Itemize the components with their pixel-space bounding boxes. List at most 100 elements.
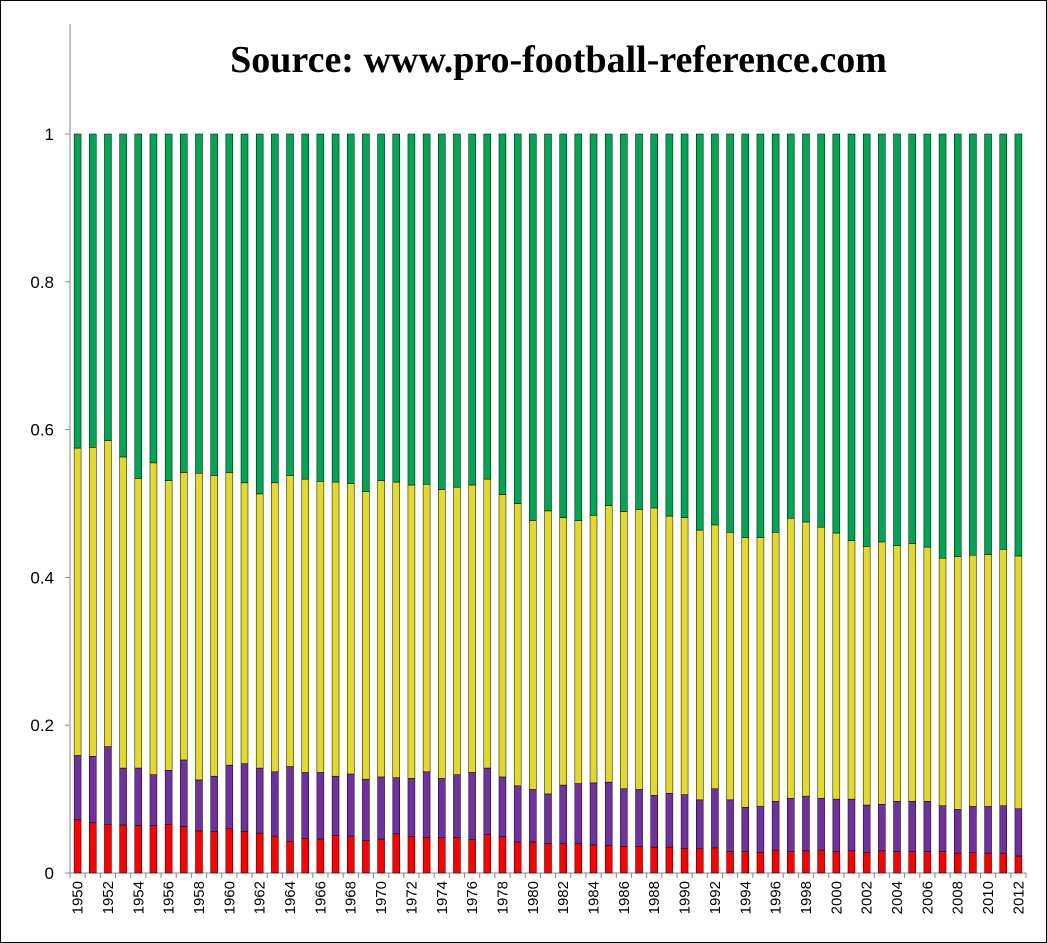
bar-segment-1957-s3 [180, 133, 188, 473]
bar-segment-1972-s3 [407, 133, 416, 486]
bars [73, 133, 1023, 874]
bar-segment-1961-s0 [240, 831, 249, 874]
x-tick-label: 1970 [373, 881, 390, 914]
bar-segment-1951-s1 [89, 755, 97, 823]
bar-segment-1967-s3 [331, 133, 340, 483]
bar-segment-1984-s2 [589, 515, 598, 784]
bar-segment-1957-s2 [180, 472, 188, 761]
x-tick-label: 1966 [312, 881, 329, 914]
bar-segment-1978-s3 [498, 133, 507, 495]
bar-segment-1981-s2 [544, 510, 552, 795]
bar-segment-1966-s0 [316, 838, 325, 874]
y-tick-label: 0.2 [30, 716, 54, 735]
bar-segment-1981-s0 [544, 843, 552, 874]
bar-segment-1970-s1 [377, 776, 385, 840]
bar-segment-1959-s1 [210, 775, 218, 832]
bar-segment-2004-s2 [893, 545, 901, 802]
bar-segment-1994-s1 [741, 806, 750, 852]
bar-segment-1988-s1 [650, 795, 658, 848]
x-tick-label: 1950 [70, 881, 87, 914]
bar-segment-1969-s0 [362, 840, 370, 874]
bar-segment-2005-s0 [908, 851, 916, 874]
bar-segment-1990-s2 [680, 517, 689, 795]
bar-segment-2012-s0 [1014, 855, 1023, 874]
bar-segment-2007-s3 [938, 133, 947, 559]
bar-segment-1997-s1 [787, 798, 795, 852]
x-tick-label: 1986 [616, 881, 633, 914]
bar-segment-1986-s1 [620, 788, 628, 847]
bar-segment-1964-s1 [286, 766, 294, 842]
bar-segment-1984-s0 [589, 844, 598, 874]
bar-segment-1962-s1 [255, 767, 264, 834]
bar-segment-2002-s2 [862, 546, 871, 806]
bar-segment-1995-s2 [756, 537, 765, 807]
x-tick-label: 1996 [768, 881, 785, 914]
y-tick-label: 0 [45, 864, 54, 883]
bar-segment-1959-s3 [210, 133, 218, 476]
bar-segment-1983-s1 [574, 783, 583, 844]
bar-segment-2006-s1 [923, 801, 932, 852]
bar-segment-2009-s3 [969, 133, 977, 556]
bar-segment-2004-s0 [893, 851, 901, 874]
bar-segment-2006-s3 [923, 133, 932, 548]
bar-segment-1981-s3 [544, 133, 552, 512]
bar-segment-1985-s2 [604, 505, 613, 783]
bar-segment-1951-s3 [89, 133, 97, 448]
bar-segment-1956-s1 [164, 770, 173, 825]
bar-segment-2012-s1 [1014, 808, 1023, 857]
bar-segment-1978-s2 [498, 494, 507, 778]
bar-segment-1989-s1 [665, 792, 674, 848]
bar-segment-2007-s2 [938, 557, 947, 807]
bar-segment-1980-s0 [529, 841, 537, 874]
bar-segment-1995-s1 [756, 806, 765, 853]
bar-segment-1953-s0 [119, 824, 127, 874]
y-tick-label: 0.6 [30, 421, 54, 440]
bar-segment-1975-s2 [453, 486, 461, 775]
bar-segment-1977-s1 [483, 767, 492, 835]
bar-segment-1976-s2 [468, 484, 476, 773]
x-tick-labels: 1950 1952 1954 1956 1958 1960 1962 1964 1966 1968… [70, 881, 1028, 914]
bar-segment-1976-s1 [468, 772, 476, 840]
bar-segment-1992-s0 [711, 847, 719, 874]
bar-segment-1953-s3 [119, 133, 127, 458]
bar-segment-1993-s0 [726, 851, 734, 874]
bar-segment-2001-s3 [847, 133, 856, 541]
bar-segment-1993-s2 [726, 532, 734, 801]
bar-segment-1957-s1 [180, 759, 188, 827]
bar-segment-2002-s1 [862, 804, 871, 853]
bar-segment-1971-s0 [392, 833, 400, 874]
bar-segment-1986-s3 [620, 133, 628, 512]
x-tick-label: 1958 [191, 881, 208, 914]
bar-segment-1962-s0 [255, 832, 264, 874]
bar-segment-2003-s0 [878, 850, 886, 874]
bar-segment-1982-s2 [559, 517, 567, 786]
x-tick-label: 1974 [434, 881, 451, 914]
bar-segment-1971-s1 [392, 777, 400, 835]
bar-segment-1996-s3 [771, 133, 780, 533]
bar-segment-1995-s0 [756, 852, 765, 874]
bar-segment-2011-s3 [999, 133, 1007, 550]
bar-segment-2011-s2 [999, 549, 1007, 807]
bar-segment-1999-s3 [817, 133, 825, 528]
y-tick-label: 0.4 [30, 568, 54, 587]
bar-segment-1975-s1 [453, 774, 461, 838]
bar-segment-2011-s0 [999, 852, 1007, 874]
bar-segment-1952-s2 [104, 440, 112, 747]
bar-segment-1954-s2 [134, 478, 143, 769]
bar-segment-1987-s2 [635, 509, 643, 790]
x-tick-label: 2012 [1010, 881, 1027, 914]
bar-segment-1965-s3 [301, 133, 309, 480]
bar-segment-2002-s3 [862, 133, 871, 547]
bar-segment-1967-s0 [331, 835, 340, 874]
bar-segment-1964-s0 [286, 840, 294, 874]
bar-segment-1968-s3 [346, 133, 355, 484]
x-tick-label: 1998 [798, 881, 815, 914]
bar-segment-2005-s2 [908, 543, 916, 802]
bar-segment-1956-s0 [164, 823, 173, 874]
bar-segment-1957-s0 [180, 826, 188, 874]
bar-segment-1973-s2 [422, 484, 431, 773]
bar-segment-1961-s2 [240, 482, 249, 764]
x-tick-label: 1992 [707, 881, 724, 914]
bar-segment-1991-s3 [696, 133, 704, 531]
